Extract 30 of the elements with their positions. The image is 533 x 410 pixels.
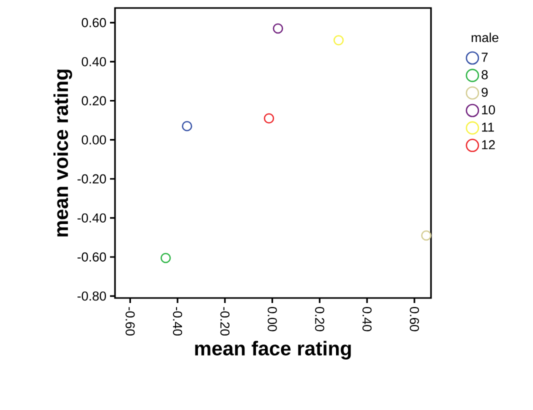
y-axis-title: mean voice rating [53, 70, 72, 236]
y-tick-label: 0.60 [82, 18, 106, 28]
point [333, 35, 344, 46]
legend-label: 11 [482, 122, 494, 132]
point [182, 121, 192, 132]
y-tick-label: -0.40 [78, 213, 106, 223]
y-tick-label: 0.00 [82, 135, 106, 144]
point [421, 230, 432, 241]
x-tick-label: -0.20 [220, 307, 230, 336]
x-tick-label: 0.40 [362, 307, 372, 332]
x-tick-label: 0.00 [268, 307, 277, 332]
legend-label: 9 [482, 88, 488, 97]
legend-label: 7 [482, 52, 488, 62]
y-tick-label: 0.40 [82, 57, 106, 66]
legend-label: 8 [482, 70, 488, 80]
x-tick-label: 0.60 [410, 307, 420, 332]
y-tick-label: -0.80 [78, 291, 106, 301]
x-tick-label: -0.60 [126, 307, 135, 336]
x-tick-label: -0.40 [172, 307, 182, 336]
x-axis-title: mean face rating [195, 340, 351, 360]
y-tick-label: 0.20 [82, 96, 106, 106]
point [160, 252, 171, 264]
y-tick-label: -0.20 [78, 174, 106, 184]
y-tick-label: -0.60 [78, 252, 106, 262]
legend-label: 12 [482, 140, 495, 150]
legend-label: 10 [482, 105, 495, 114]
x-tick-label: 0.20 [315, 307, 324, 332]
point [272, 23, 284, 34]
point [264, 113, 274, 124]
legend-title: male [472, 32, 498, 42]
